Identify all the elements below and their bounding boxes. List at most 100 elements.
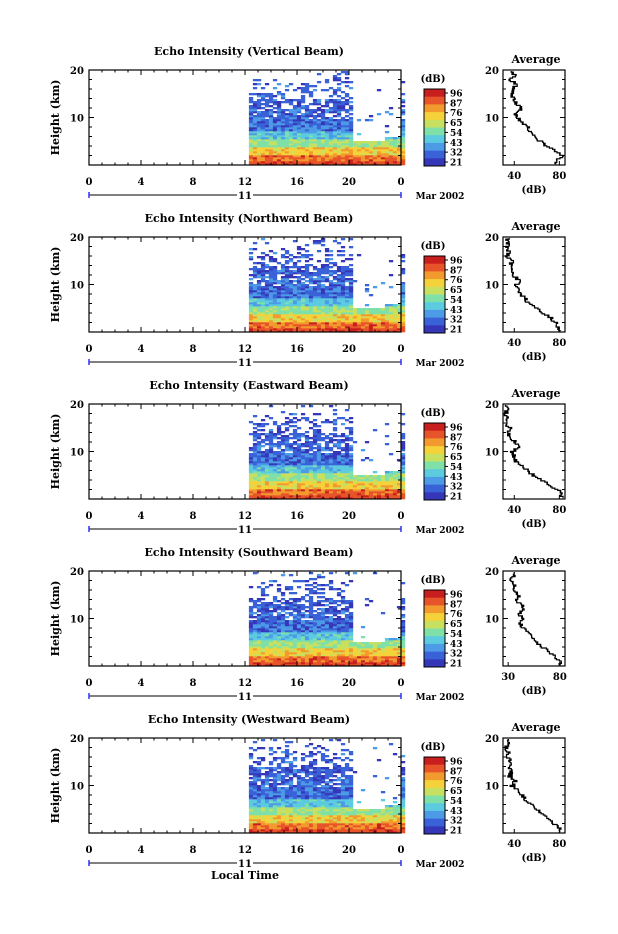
heatmap-cell bbox=[277, 103, 281, 105]
heatmap-cell bbox=[333, 79, 337, 81]
heatmap-cell bbox=[249, 306, 253, 308]
heatmap-cell bbox=[265, 449, 269, 451]
heatmap-cell bbox=[393, 483, 397, 485]
heatmap-cell bbox=[313, 322, 317, 324]
heatmap-cell bbox=[325, 421, 329, 423]
heatmap-cell bbox=[345, 266, 349, 268]
avg-y-tick-label: 20 bbox=[485, 66, 499, 77]
heatmap-cell bbox=[269, 121, 273, 123]
heatmap-cell bbox=[317, 658, 321, 660]
heatmap-cell bbox=[305, 616, 309, 618]
heatmap-cell bbox=[265, 318, 269, 320]
heatmap-cell bbox=[281, 266, 285, 268]
heatmap-cell bbox=[365, 660, 369, 662]
y-tick-label: 10 bbox=[70, 114, 84, 125]
heatmap-cell bbox=[265, 290, 269, 292]
heatmap-cell bbox=[341, 119, 345, 121]
heatmap-cell bbox=[325, 143, 329, 145]
heatmap-cell bbox=[313, 242, 317, 244]
heatmap-cell bbox=[249, 312, 253, 314]
heatmap-cell bbox=[301, 272, 305, 274]
heatmap-cell bbox=[285, 280, 289, 282]
heatmap-cell bbox=[341, 423, 345, 425]
heatmap-cell bbox=[305, 437, 309, 439]
heatmap-cell bbox=[373, 479, 377, 481]
heatmap-cell bbox=[377, 481, 381, 483]
heatmap-cell bbox=[317, 620, 321, 622]
heatmap-cell bbox=[393, 310, 397, 312]
heatmap-cell bbox=[321, 326, 325, 328]
heatmap-cell bbox=[265, 302, 269, 304]
heatmap-cell bbox=[337, 610, 341, 612]
heatmap-cell bbox=[261, 264, 265, 266]
heatmap-cell bbox=[289, 135, 293, 137]
heatmap-cell bbox=[329, 127, 333, 129]
heatmap-cell bbox=[273, 129, 277, 131]
heatmap-cell bbox=[301, 143, 305, 145]
heatmap-cell bbox=[389, 306, 393, 308]
heatmap-cell bbox=[361, 149, 365, 151]
heatmap-cell bbox=[305, 459, 309, 461]
heatmap-cell bbox=[261, 656, 265, 658]
heatmap-cell bbox=[385, 310, 389, 312]
heatmap-cell bbox=[349, 449, 353, 451]
heatmap-cell bbox=[249, 616, 253, 618]
heatmap-cell bbox=[301, 131, 305, 133]
heatmap-cell bbox=[289, 638, 293, 640]
heatmap-cell bbox=[285, 608, 289, 610]
heatmap-cell bbox=[313, 159, 317, 161]
heatmap-cell bbox=[385, 491, 389, 493]
heatmap-cell bbox=[289, 286, 293, 288]
heatmap-cell bbox=[265, 296, 269, 298]
heatmap-cell bbox=[313, 463, 317, 465]
heatmap-cell bbox=[253, 640, 257, 642]
heatmap-cell bbox=[345, 600, 349, 602]
heatmap-cell bbox=[293, 298, 297, 300]
heatmap-cell bbox=[353, 481, 357, 483]
heatmap-cell bbox=[329, 642, 333, 644]
heatmap-cell bbox=[265, 272, 269, 274]
heatmap-cell bbox=[261, 294, 265, 296]
heatmap-cell bbox=[277, 445, 281, 447]
heatmap-cell bbox=[277, 652, 281, 654]
heatmap-cell bbox=[257, 455, 261, 457]
heatmap-cell bbox=[281, 471, 285, 473]
heatmap-cell bbox=[269, 481, 273, 483]
heatmap-cell bbox=[265, 642, 269, 644]
heatmap-cell bbox=[325, 159, 329, 161]
heatmap-cell bbox=[325, 495, 329, 497]
heatmap-cell bbox=[289, 473, 293, 475]
heatmap-cell bbox=[261, 300, 265, 302]
heatmap-cell bbox=[253, 320, 257, 322]
heatmap-cell bbox=[265, 439, 269, 441]
heatmap-cell bbox=[293, 614, 297, 616]
heatmap-cell bbox=[309, 119, 313, 121]
heatmap-cell bbox=[257, 95, 261, 97]
heatmap-cell bbox=[269, 274, 273, 276]
avg-y-tick-label: 10 bbox=[485, 114, 499, 125]
heatmap-cell bbox=[313, 155, 317, 157]
heatmap-cell bbox=[325, 465, 329, 467]
heatmap-cell bbox=[297, 449, 301, 451]
heatmap-cell bbox=[381, 308, 385, 310]
colorbar-tick-label: 43 bbox=[450, 640, 463, 650]
heatmap-cell bbox=[257, 447, 261, 449]
heatmap-cell bbox=[333, 107, 337, 109]
heatmap-cell bbox=[281, 143, 285, 145]
heatmap-cell bbox=[369, 143, 373, 145]
heatmap-cell bbox=[261, 614, 265, 616]
heatmap-cell bbox=[381, 141, 385, 143]
heatmap-cell bbox=[261, 306, 265, 308]
heatmap-cell bbox=[381, 157, 385, 159]
heatmap-cell bbox=[365, 495, 369, 497]
heatmap-cell bbox=[337, 266, 341, 268]
heatmap-cell bbox=[321, 459, 325, 461]
heatmap-cell bbox=[349, 427, 353, 429]
heatmap-cell bbox=[269, 139, 273, 141]
heatmap-cell bbox=[325, 485, 329, 487]
heatmap-cell bbox=[265, 113, 269, 115]
heatmap-cell bbox=[337, 141, 341, 143]
heatmap-cell bbox=[321, 137, 325, 139]
heatmap-cell bbox=[257, 147, 261, 149]
heatmap-cell bbox=[273, 483, 277, 485]
